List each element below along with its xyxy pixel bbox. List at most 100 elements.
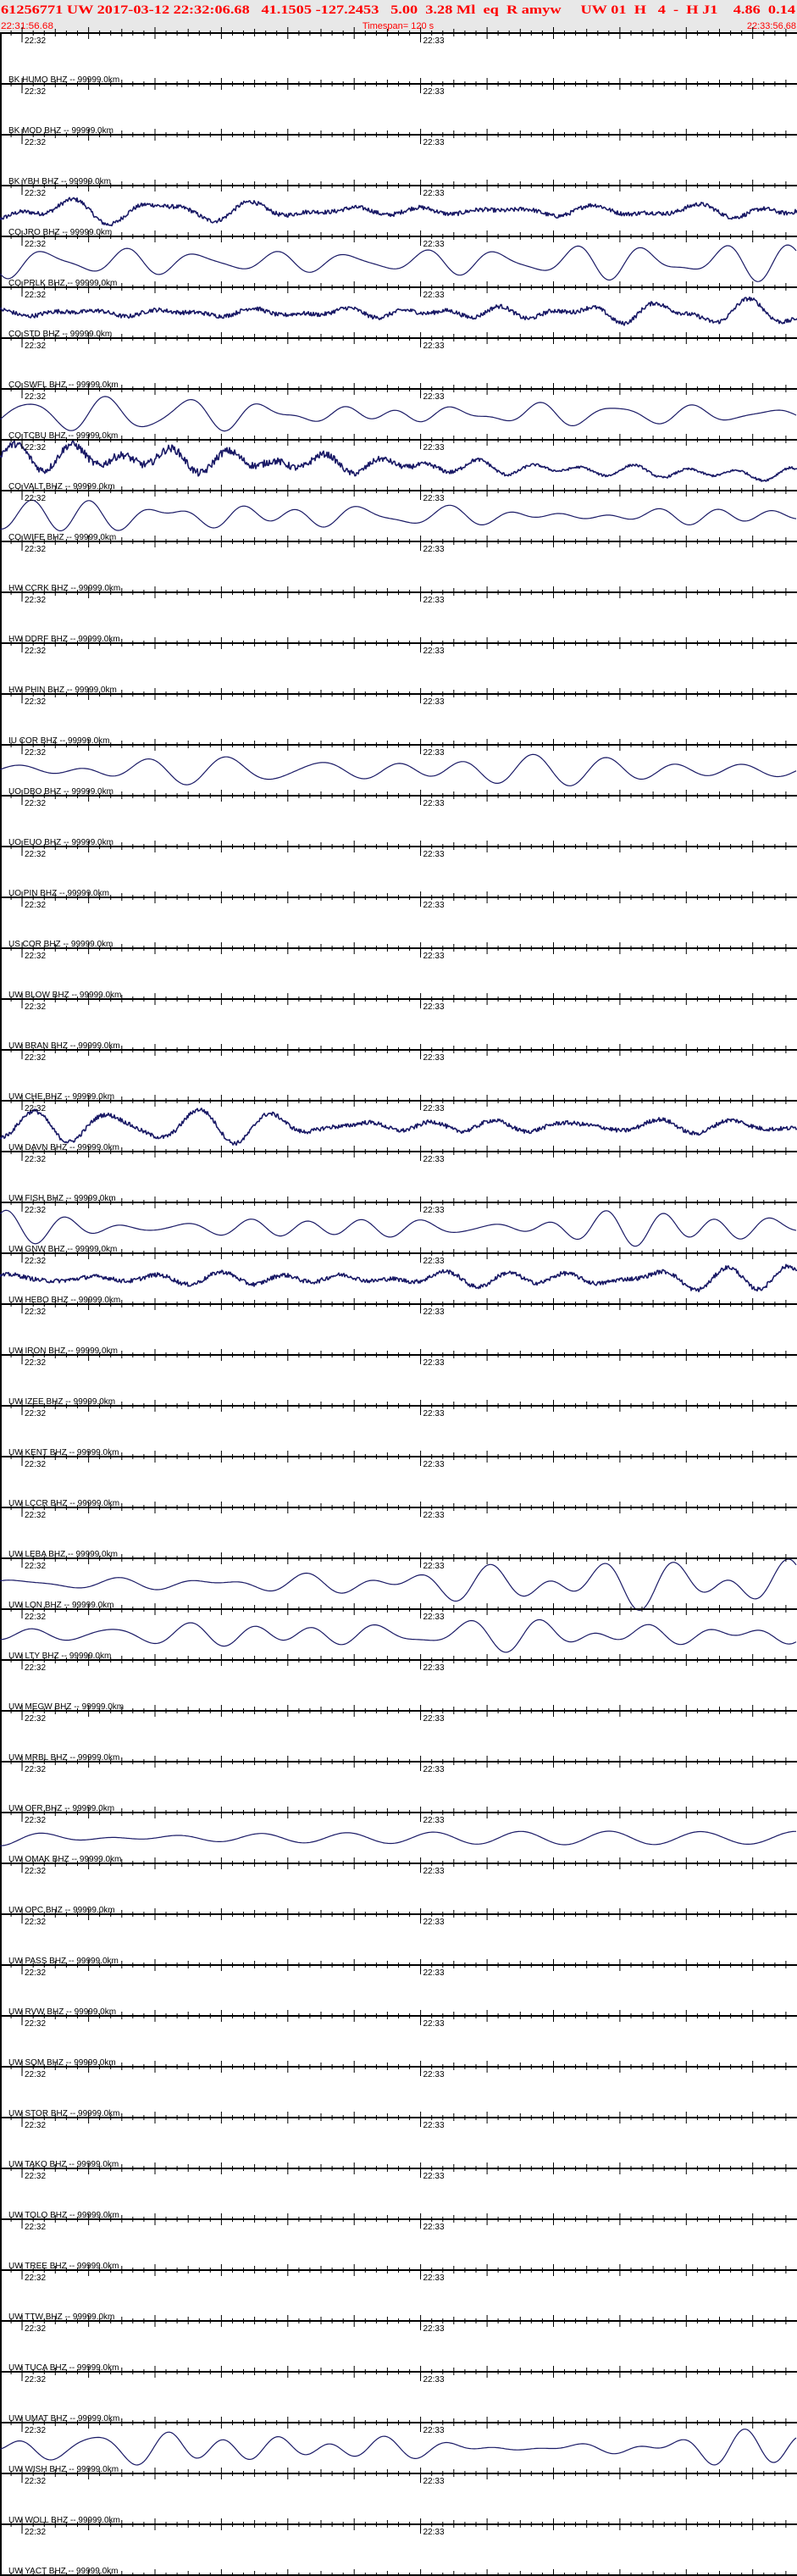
station-panel: UW MRBL BHZ -- 99999.0km — [8, 1753, 119, 1763]
minute-tick-label: 22:33 — [423, 545, 445, 554]
minute-tick-label: 22:32 — [25, 2375, 46, 2384]
minute-tick-label: 22:33 — [423, 1613, 445, 1622]
time-axis-ticks — [10, 942, 787, 958]
time-axis-ticks — [10, 2162, 787, 2178]
time-axis-ticks — [10, 688, 787, 703]
station-label: UO PIN BHZ -- 99999.0km — [8, 889, 109, 898]
minute-tick-label: 22:32 — [25, 2324, 46, 2334]
station-label: BK MOD BHZ -- 99999.0km — [8, 126, 113, 136]
event-header — [0, 0, 797, 32]
station-label: CQ VALT BHZ -- 99999.0km — [8, 482, 115, 491]
time-axis-ticks — [10, 2264, 787, 2279]
time-axis-ticks — [10, 1196, 787, 1212]
minute-tick-label: 22:32 — [25, 1409, 46, 1418]
station-panel: UW OPC BHZ -- 99999.0km — [8, 1906, 115, 1915]
station-label: UW MEGW BHZ -- 99999.0km — [8, 1702, 124, 1712]
station-label: HW CCRK BHZ -- 99999.0km — [8, 584, 120, 593]
time-axis-ticks — [10, 180, 787, 195]
station-panel: UW TAKO BHZ -- 99999.0km — [8, 2160, 119, 2169]
time-axis-ticks — [10, 1857, 787, 1873]
minute-tick-label: 22:32 — [25, 1358, 46, 1368]
station-label: CQ PRLK BHZ -- 99999.0km — [8, 279, 117, 288]
station-panel: UW TREE BHZ -- 99999.0km — [8, 2262, 119, 2271]
station-label: UW TOLO BHZ -- 99999.0km — [8, 2211, 119, 2220]
minute-tick-label: 22:32 — [25, 1104, 46, 1113]
station-panel: UW WISH BHZ -- 99999.0km — [8, 2465, 119, 2474]
waveform-trace — [0, 440, 797, 482]
waveform-trace — [0, 296, 797, 326]
time-axis-ticks — [10, 2112, 787, 2127]
time-axis-ticks — [10, 27, 787, 42]
station-panel: UW BRAN BHZ -- 99999.0km — [8, 1041, 120, 1051]
minute-tick-label: 22:33 — [423, 138, 445, 147]
minute-tick-label: 22:32 — [25, 1613, 46, 1622]
station-label: IU COR BHZ -- 99999.0km — [8, 736, 109, 746]
time-axis-ticks — [10, 1298, 787, 1313]
station-label: UW LON BHZ -- 99999.0km — [8, 1601, 113, 1610]
minute-tick-label: 22:32 — [25, 1968, 46, 1978]
station-panel: UW RVW BHZ -- 99999.0km — [8, 2007, 116, 2017]
station-panel: UW BLOW BHZ -- 99999.0km — [8, 991, 121, 1000]
time-axis-ticks — [10, 78, 787, 93]
time-axis-ticks — [10, 2569, 787, 2576]
station-panel: UO DBO BHZ -- 99999.0km — [8, 787, 113, 797]
start-time: 22:31:56.68 — [1, 21, 53, 31]
station-label: UW TAKO BHZ -- 99999.0km — [8, 2160, 119, 2169]
time-axis-ticks — [10, 1705, 787, 1720]
minute-tick-label: 22:33 — [423, 189, 445, 198]
station-label: CQ JRO BHZ -- 99999.0km — [8, 228, 112, 237]
minute-tick-label: 22:33 — [423, 647, 445, 656]
time-axis-ticks — [10, 1807, 787, 1822]
station-panel: BK MOD BHZ -- 99999.0km — [8, 126, 113, 136]
minute-tick-label: 22:33 — [423, 1257, 445, 1266]
minute-tick-label: 22:33 — [423, 596, 445, 605]
minute-tick-label: 22:33 — [423, 240, 445, 249]
station-panel: IU COR BHZ -- 99999.0km — [0, 736, 797, 786]
minute-tick-label: 22:32 — [25, 36, 46, 46]
station-label: UW KENT BHZ -- 99999.0km — [8, 1448, 119, 1457]
station-panel: UO PIN BHZ -- 99999.0km — [8, 889, 109, 898]
minute-tick-label: 22:32 — [25, 850, 46, 859]
time-axis-ticks — [10, 1908, 787, 1924]
waveform-trace — [0, 1558, 797, 1611]
minute-tick-label: 22:32 — [25, 901, 46, 910]
minute-tick-label: 22:33 — [423, 850, 445, 859]
station-label: UW LCCR BHZ -- 99999.0km — [8, 1499, 119, 1508]
station-panel: CQ JRO BHZ -- 99999.0km — [0, 228, 797, 282]
station-label: CQ TCBU BHZ -- 99999.0km — [8, 431, 118, 441]
time-axis-ticks — [10, 1146, 787, 1161]
station-panels: 22:32 22:33 BK HUMO BHZ -- 99999.0km 22:32 2… — [0, 27, 797, 2576]
station-panel: HW DDRF BHZ -- 99999.0km — [8, 635, 120, 644]
station-panel: BK HUMO BHZ -- 99999.0km — [8, 75, 119, 85]
time-axis-ticks — [10, 1451, 787, 1466]
station-panel: US COR BHZ -- 99999.0km — [8, 940, 113, 949]
station-panel: UW OMAK BHZ -- 99999.0km — [8, 1855, 121, 1864]
station-label: UO EUO BHZ -- 99999.0km — [8, 838, 113, 847]
minute-tick-label: 22:32 — [25, 2223, 46, 2232]
station-panel: UW GNW BHZ -- 99999.0km — [0, 1245, 797, 1293]
time-axis-ticks — [10, 1400, 787, 1415]
minute-tick-label: 22:32 — [25, 1918, 46, 1927]
time-axis-ticks — [10, 485, 787, 500]
station-label: UW LEBA BHZ -- 99999.0km — [8, 1550, 118, 1559]
minute-tick-label: 22:33 — [423, 1002, 445, 1012]
minute-tick-label: 22:32 — [25, 87, 46, 97]
station-label: UW OMAK BHZ -- 99999.0km — [8, 1855, 121, 1864]
time-axis-ticks — [10, 2417, 787, 2432]
waveform-trace — [0, 1263, 797, 1293]
station-panel: BK YBH BHZ -- 99999.0km — [0, 177, 797, 227]
station-panel: CQ STD BHZ -- 99999.0km — [8, 330, 112, 339]
time-axis-ticks — [10, 434, 787, 449]
time-axis-ticks — [10, 281, 787, 297]
minute-tick-label: 22:33 — [423, 1511, 445, 1520]
minute-tick-label: 22:33 — [423, 2426, 445, 2435]
station-panel: UW STOR BHZ -- 99999.0km — [8, 2109, 120, 2118]
station-label: UW TUCA BHZ -- 99999.0km — [8, 2363, 119, 2373]
station-label: UW YACT BHZ -- 99999.0km — [8, 2567, 118, 2576]
waveform-trace — [0, 197, 797, 227]
station-panel: UW TOLO BHZ -- 99999.0km — [8, 2211, 119, 2220]
minute-tick-label: 22:33 — [423, 901, 445, 910]
time-axis-ticks — [10, 2061, 787, 2076]
station-panel: HW CCRK BHZ -- 99999.0km — [8, 584, 120, 593]
station-label: BK YBH BHZ -- 99999.0km — [8, 177, 111, 186]
